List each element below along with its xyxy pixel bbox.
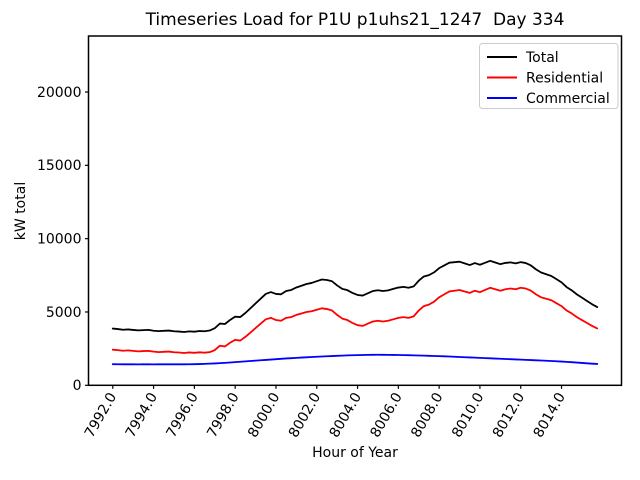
y-tick-label: 5000 bbox=[46, 305, 82, 321]
legend-label-commercial: Commercial bbox=[526, 91, 610, 107]
legend-label-residential: Residential bbox=[526, 70, 603, 86]
y-axis-ticks: 0 5000 10000 15000 20000 bbox=[37, 85, 89, 394]
legend: Total Residential Commercial bbox=[479, 43, 619, 109]
y-tick-label: 20000 bbox=[37, 85, 82, 101]
y-tick-label: 0 bbox=[73, 378, 82, 394]
legend-label-total: Total bbox=[525, 50, 559, 66]
plot-border bbox=[87, 35, 623, 387]
legend-box bbox=[479, 43, 619, 109]
x-axis-label: Hour of Year bbox=[312, 445, 398, 461]
y-axis-label: kW total bbox=[13, 182, 29, 240]
series-line-total bbox=[111, 259, 599, 333]
series-line-commercial bbox=[111, 353, 599, 366]
chart-title: Timeseries Load for P1U p1uhs21_1247 Day… bbox=[145, 10, 565, 30]
series-line-residential bbox=[111, 286, 599, 354]
series-lines bbox=[111, 259, 599, 366]
y-tick-label: 15000 bbox=[37, 158, 82, 174]
y-tick-label: 10000 bbox=[37, 231, 82, 247]
